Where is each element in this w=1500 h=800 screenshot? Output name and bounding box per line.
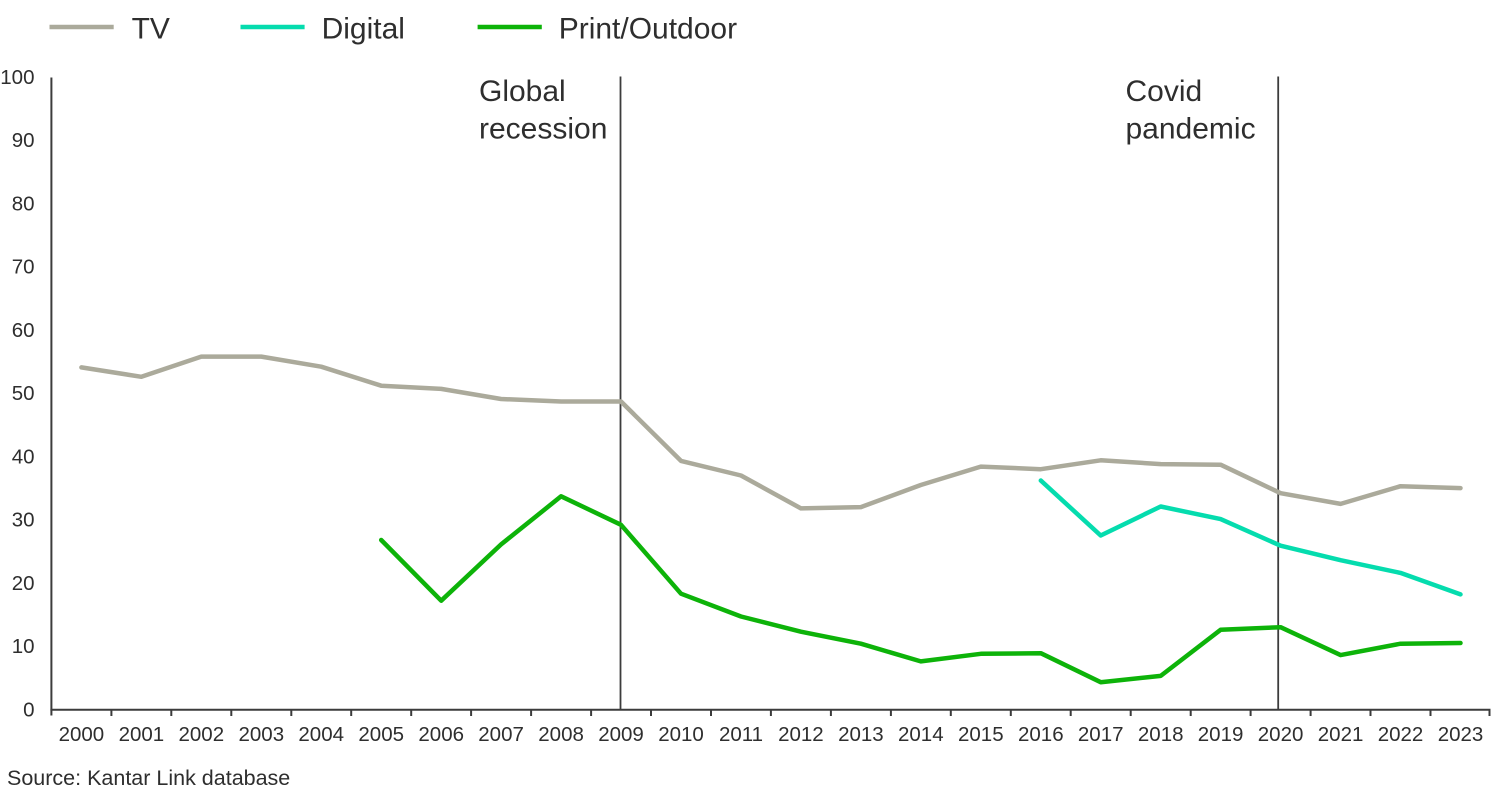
svg-text:2006: 2006 [418,723,464,746]
svg-text:2021: 2021 [1318,723,1364,746]
svg-text:2023: 2023 [1438,723,1484,746]
svg-text:TV: TV [132,13,170,46]
svg-text:Digital: Digital [322,13,405,46]
svg-text:Covid: Covid [1126,75,1203,108]
svg-text:2013: 2013 [838,723,884,746]
svg-text:2005: 2005 [358,723,404,746]
svg-text:2022: 2022 [1378,723,1424,746]
svg-text:40: 40 [12,445,35,468]
svg-text:2014: 2014 [898,723,944,746]
svg-text:2002: 2002 [178,723,224,746]
svg-text:2012: 2012 [778,723,824,746]
svg-text:0: 0 [23,698,34,721]
svg-text:2004: 2004 [298,723,344,746]
svg-text:2018: 2018 [1138,723,1184,746]
svg-text:20: 20 [12,572,35,595]
svg-text:pandemic: pandemic [1126,113,1256,146]
svg-text:2007: 2007 [478,723,524,746]
svg-text:2016: 2016 [1018,723,1064,746]
svg-text:Source: Kantar Link database: Source: Kantar Link database [7,766,290,790]
svg-text:10: 10 [12,635,35,658]
svg-text:Global: Global [479,75,566,108]
svg-text:30: 30 [12,509,35,532]
svg-text:2011: 2011 [719,723,763,746]
svg-text:2003: 2003 [238,723,284,746]
svg-text:50: 50 [12,382,35,405]
svg-text:70: 70 [12,256,35,279]
svg-text:2009: 2009 [598,723,644,746]
svg-text:2019: 2019 [1198,723,1244,746]
svg-text:2008: 2008 [538,723,584,746]
svg-text:2000: 2000 [59,723,105,746]
svg-text:100: 100 [0,66,34,89]
svg-text:2001: 2001 [119,723,165,746]
svg-text:90: 90 [12,129,35,152]
svg-text:recession: recession [479,113,607,146]
svg-text:2017: 2017 [1078,723,1124,746]
svg-text:Print/Outdoor: Print/Outdoor [559,13,737,46]
svg-text:2020: 2020 [1258,723,1304,746]
svg-text:2010: 2010 [658,723,704,746]
svg-text:2015: 2015 [958,723,1004,746]
svg-text:60: 60 [12,319,35,342]
svg-text:80: 80 [12,193,35,216]
